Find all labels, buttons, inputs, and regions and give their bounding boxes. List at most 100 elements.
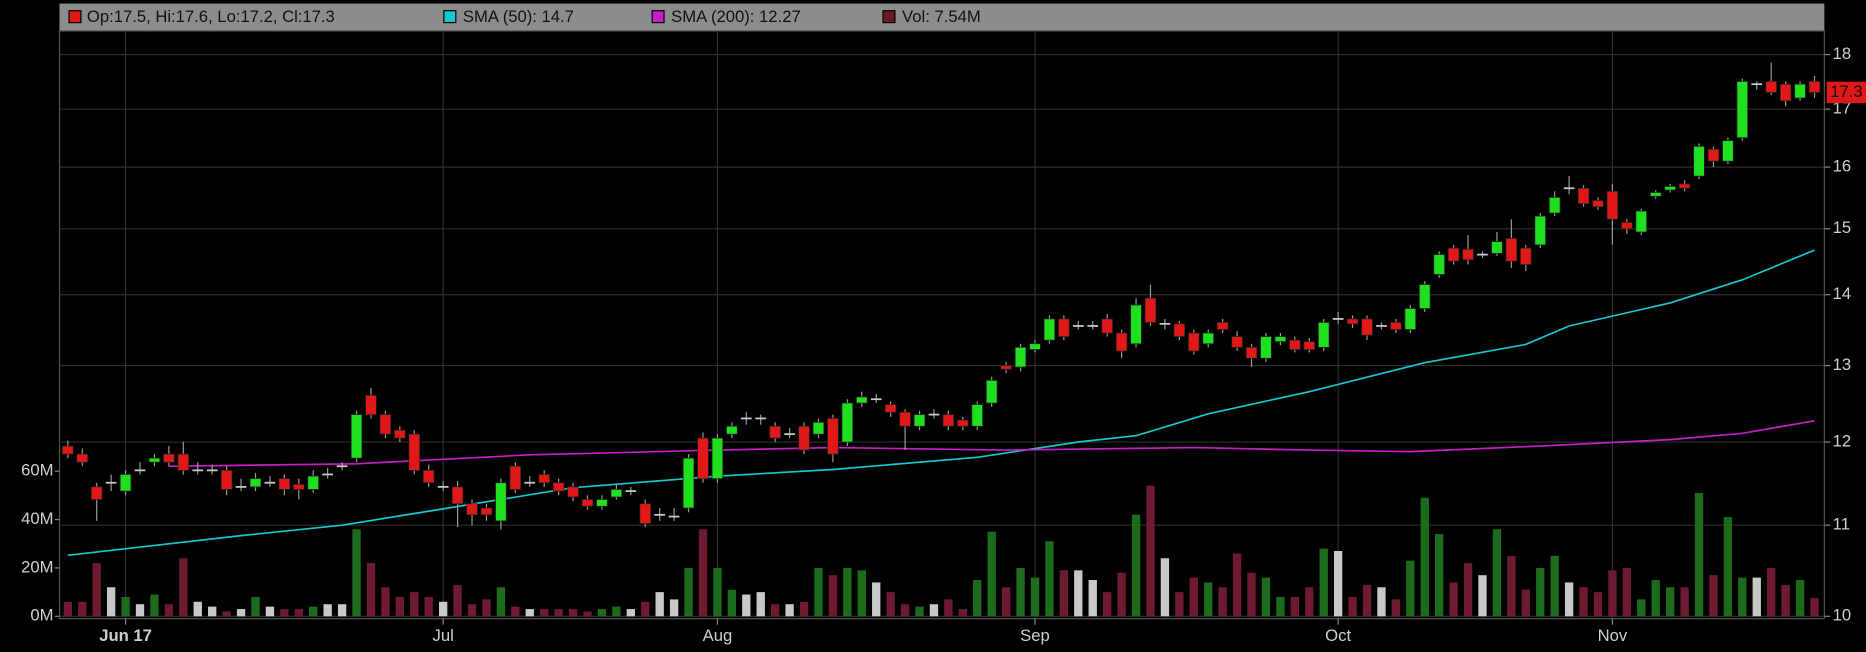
candle-body — [451, 486, 464, 505]
candle-body — [957, 419, 969, 427]
volume-bar — [453, 584, 462, 617]
volume-bar — [1160, 558, 1170, 617]
volume-bar — [1030, 577, 1040, 617]
volume-bar — [309, 606, 318, 617]
volume-bar — [1016, 567, 1025, 617]
volume-tick-label: 0M — [30, 606, 53, 625]
y-tick-label: 17 — [1833, 99, 1852, 118]
volume-bar — [1232, 553, 1242, 617]
candle-body — [538, 474, 550, 484]
candle-body — [509, 465, 522, 490]
candle-body — [1765, 81, 1777, 93]
candle-body — [1014, 346, 1027, 368]
volume-bar — [684, 567, 693, 617]
volume-bar — [236, 609, 246, 617]
legend-label: Vol: 7.54M — [902, 7, 981, 26]
volume-bar — [698, 529, 708, 617]
candle-body — [1404, 308, 1417, 330]
candle-body — [177, 453, 190, 471]
candle-body — [1317, 322, 1330, 348]
candle-body — [1173, 323, 1186, 337]
volume-bar — [1362, 584, 1372, 617]
candle-body — [552, 482, 565, 492]
last-price-label: 17.3 — [1830, 82, 1862, 101]
candle-body — [1548, 197, 1561, 214]
volume-bar — [381, 587, 390, 617]
volume-bar — [540, 609, 549, 617]
volume-bar — [1536, 567, 1545, 617]
legend-label: SMA (50): 14.7 — [463, 7, 574, 26]
last-price-tag — [1826, 81, 1866, 104]
volume-bar — [482, 599, 491, 617]
volume-bar — [1680, 587, 1689, 617]
candle-body — [1707, 148, 1720, 162]
volume-bar — [612, 606, 621, 617]
candle-body — [408, 433, 420, 471]
volume-bar — [1637, 599, 1646, 617]
candle-body — [1419, 284, 1431, 309]
volume-bar — [1117, 572, 1126, 617]
candle-body — [1361, 318, 1373, 336]
candle-body — [394, 429, 406, 439]
y-tick-label: 12 — [1833, 431, 1852, 450]
volume-bar — [973, 580, 982, 617]
volume-bar — [1059, 570, 1069, 617]
candle-body — [1303, 341, 1315, 350]
volume-bar — [106, 587, 116, 617]
volume-tick-label: 20M — [21, 557, 53, 576]
candle-body — [1058, 318, 1070, 337]
candle-body — [1043, 318, 1056, 341]
volume-bar — [900, 604, 910, 617]
volume-bar — [323, 604, 332, 617]
candle-body — [1621, 222, 1633, 230]
volume-bar — [727, 589, 737, 617]
legend-label: SMA (200): 12.27 — [671, 7, 801, 26]
volume-bar — [496, 587, 506, 617]
legend-bar — [59, 3, 1825, 31]
volume-bar — [294, 609, 303, 617]
volume-bar — [1420, 497, 1429, 617]
candle-body — [1115, 332, 1128, 352]
volume-bar — [857, 570, 866, 617]
candle-body — [1202, 332, 1214, 345]
candle-body — [1029, 343, 1041, 350]
volume-bar — [641, 601, 650, 617]
candle-body — [495, 482, 507, 522]
volume-bar — [438, 601, 448, 617]
volume-bar — [410, 592, 419, 617]
candle-body — [1216, 322, 1229, 330]
candle-body — [1505, 238, 1518, 262]
candle-body — [1693, 146, 1705, 177]
volume-bar — [1593, 592, 1603, 617]
volume-bar — [944, 599, 953, 617]
candle-body — [480, 507, 493, 516]
volume-bar — [1088, 580, 1097, 617]
volume-bar — [1001, 587, 1011, 617]
candle-body — [913, 414, 926, 427]
volume-bar — [1045, 541, 1054, 617]
volume-bar — [1435, 534, 1444, 617]
volume-bar — [1333, 550, 1343, 617]
volume-bar — [352, 529, 361, 617]
candle-body — [1606, 190, 1619, 220]
legend-swatch — [443, 10, 457, 24]
volume-bar — [1608, 570, 1617, 617]
volume-bar — [1694, 492, 1704, 617]
volume-bar — [987, 531, 996, 617]
volume-bar — [1752, 577, 1761, 617]
volume-bar — [1175, 592, 1184, 617]
volume-bar — [1406, 560, 1415, 617]
volume-bar — [568, 609, 578, 617]
candle-body — [985, 380, 998, 404]
candle-body — [567, 486, 579, 498]
candle-body — [711, 437, 724, 479]
volume-bar — [554, 609, 563, 617]
volume-bar — [1103, 592, 1112, 617]
candle-body — [798, 425, 810, 451]
volume-bar — [78, 601, 87, 617]
candle-body — [1520, 247, 1532, 265]
x-tick-label: Jun 17 — [99, 626, 152, 645]
volume-bar — [655, 592, 664, 617]
